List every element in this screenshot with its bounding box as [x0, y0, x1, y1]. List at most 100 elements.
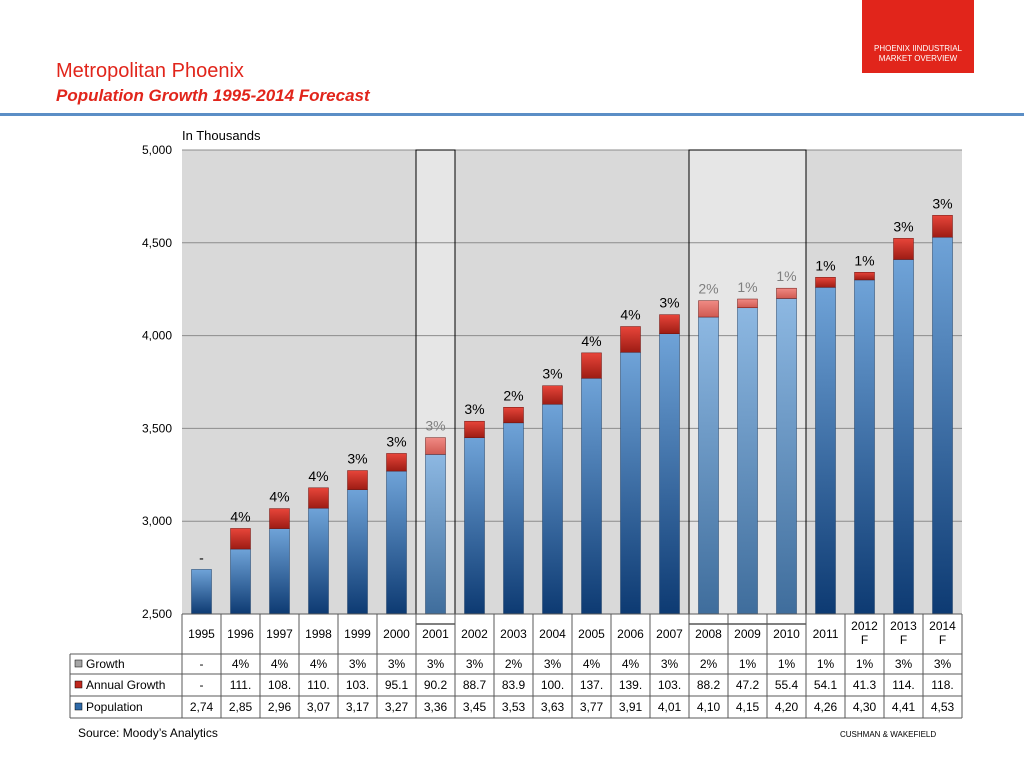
- legend-label: Annual Growth: [86, 678, 165, 692]
- table-cell: 4,26: [814, 700, 838, 714]
- bar-population: [815, 287, 836, 615]
- highlight-box: [688, 149, 807, 625]
- table-cell: 4,01: [658, 700, 682, 714]
- bar-population: [854, 279, 875, 615]
- badge-line-1: PHOENIX IINDUSTRIAL: [873, 44, 962, 53]
- table-cell: 139.: [619, 678, 642, 692]
- table-cell: 4%: [310, 657, 328, 671]
- table-cell: 4%: [583, 657, 601, 671]
- bar-population: [269, 528, 290, 615]
- bar-growth-label: 3%: [932, 195, 952, 211]
- table-cell: 3%: [934, 657, 952, 671]
- bar-growth-label: 4%: [620, 307, 640, 323]
- table-cell: 4%: [622, 657, 640, 671]
- bar-growth-label: 3%: [386, 433, 406, 449]
- table-cell: 111.: [230, 678, 252, 692]
- bar-annual-growth: [347, 470, 368, 490]
- table-cell: 3,27: [385, 700, 409, 714]
- bar-growth-label: 4%: [269, 489, 289, 505]
- bar-population: [659, 333, 680, 615]
- bar-growth-label: 1%: [815, 257, 835, 273]
- page-subtitle: Population Growth 1995-2014 Forecast: [56, 86, 370, 105]
- table-cell: 4,20: [775, 700, 799, 714]
- bar-annual-growth: [815, 277, 836, 288]
- plot-area: [182, 150, 962, 614]
- bar-population: [698, 316, 719, 615]
- table-cell: 3%: [466, 657, 484, 671]
- bar-population: [230, 548, 251, 615]
- table-cell: 2,96: [268, 700, 292, 714]
- bar-growth-label: 4%: [581, 333, 601, 349]
- table-cell: 3,17: [346, 700, 370, 714]
- bar-population: [620, 352, 641, 615]
- bar-annual-growth: [503, 407, 524, 424]
- table-cell: 3%: [427, 657, 445, 671]
- table-cell: 2%: [700, 657, 718, 671]
- table-cell: 95.1: [385, 678, 409, 692]
- y-tick-label: 3,000: [142, 514, 172, 528]
- bar-population: [308, 507, 329, 615]
- bar-growth-label: 2%: [698, 281, 718, 297]
- table-cell: 1%: [778, 657, 796, 671]
- table-cell: 3%: [661, 657, 679, 671]
- bar-population: [347, 489, 368, 615]
- table-cell: 2,74: [190, 700, 214, 714]
- table-cell: 114.: [892, 678, 914, 692]
- y-tick-label: 4,000: [142, 329, 172, 343]
- legend-swatch: [74, 680, 83, 689]
- table-cell: 90.2: [424, 678, 448, 692]
- table-cell: 103.: [658, 678, 681, 692]
- table-cell: 4%: [232, 657, 250, 671]
- x-tick-label: 2011: [813, 627, 839, 641]
- legend-label: Growth: [86, 657, 125, 671]
- table-cell: 103.: [346, 678, 369, 692]
- bar-growth-label: 3%: [659, 295, 679, 311]
- table-cell: 88.7: [463, 678, 487, 692]
- bar-annual-growth: [620, 326, 641, 353]
- x-tick-label: 2014 F: [929, 619, 956, 647]
- legend-swatch: [74, 702, 83, 711]
- bar-growth-label: 1%: [776, 268, 796, 284]
- bar-population: [191, 569, 212, 615]
- bar-annual-growth: [737, 298, 758, 309]
- table-cell: 4,10: [697, 700, 721, 714]
- table-cell: 2,85: [229, 700, 253, 714]
- bar-growth-label: 4%: [308, 468, 328, 484]
- x-tick-label: 2001: [422, 627, 449, 641]
- table-cell: 55.4: [775, 678, 799, 692]
- x-tick-label: 2007: [656, 627, 683, 641]
- x-tick-label: 2012 F: [851, 619, 878, 647]
- table-cell: 54.1: [814, 678, 838, 692]
- table-cell: 3,91: [619, 700, 643, 714]
- table-cell: 110.: [307, 678, 329, 692]
- table-cell: 41.3: [853, 678, 877, 692]
- table-cell: 1%: [739, 657, 757, 671]
- table-cell: 108.: [268, 678, 291, 692]
- bar-annual-growth: [269, 508, 290, 529]
- table-cell: 83.9: [502, 678, 526, 692]
- table-cell: 47.2: [736, 678, 760, 692]
- x-tick-label: 2005: [578, 627, 605, 641]
- bar-population: [503, 422, 524, 615]
- x-tick-label: 2004: [539, 627, 566, 641]
- bar-growth-label: 3%: [893, 218, 913, 234]
- table-cell: 4,53: [931, 700, 955, 714]
- legend-swatch: [74, 659, 83, 668]
- table-cell: 3%: [544, 657, 562, 671]
- table-cell: -: [200, 657, 204, 671]
- bar-growth-label: 3%: [425, 418, 445, 434]
- bar-growth-label: 4%: [230, 508, 250, 524]
- table-cell: 3%: [895, 657, 913, 671]
- population-chart: 2,500 3,000 3,500 4,000 4,500 5,000 In Thousan…: [69, 128, 963, 719]
- bar-population: [737, 307, 758, 615]
- table-cell: 88.2: [697, 678, 721, 692]
- table-cell: 3,63: [541, 700, 565, 714]
- bar-annual-growth: [581, 352, 602, 379]
- table-cell: 1%: [856, 657, 874, 671]
- x-tick-label: 1999: [344, 627, 371, 641]
- bar-growth-label: -: [199, 549, 204, 565]
- legend-label: Population: [86, 700, 143, 714]
- bar-annual-growth: [425, 437, 446, 455]
- bar-annual-growth: [776, 287, 797, 299]
- source-note: Source: Moody’s Analytics: [78, 726, 218, 740]
